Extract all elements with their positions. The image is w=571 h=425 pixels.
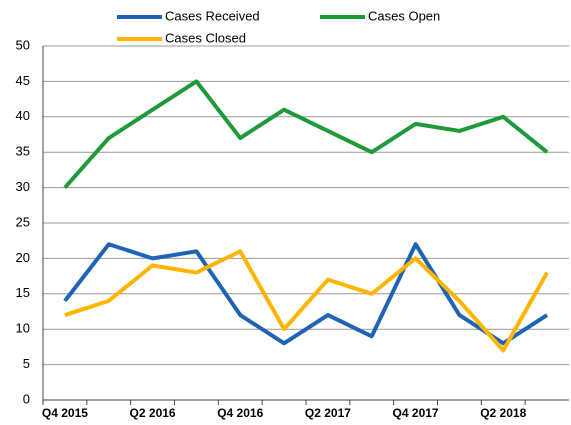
y-tick-label: 40 (16, 108, 30, 123)
series-line (63, 242, 549, 346)
legend-label: Cases Received (165, 8, 260, 23)
x-tick-label: Q4 2015 (42, 406, 88, 420)
legend-label: Cases Open (368, 8, 440, 23)
series-line (63, 79, 549, 189)
x-tick-label: Q4 2016 (217, 406, 263, 420)
x-tick-label: Q2 2018 (480, 406, 526, 420)
y-tick-label: 0 (23, 391, 30, 406)
y-tick-label: 15 (16, 285, 30, 300)
x-tick-label: Q2 2016 (130, 406, 176, 420)
y-tick-label: 45 (16, 73, 30, 88)
x-tick-label: Q4 2017 (393, 406, 439, 420)
y-tick-label: 25 (16, 214, 30, 229)
x-tick-label: Q2 2017 (305, 406, 351, 420)
y-tick-label: 5 (23, 356, 30, 371)
y-tick-label: 50 (16, 37, 30, 52)
series-line (64, 249, 549, 353)
y-tick-label: 30 (16, 179, 30, 194)
y-tick-label: 20 (16, 250, 30, 265)
y-tick-label: 35 (16, 144, 30, 159)
y-tick-label: 10 (16, 321, 30, 336)
legend-label: Cases Closed (165, 30, 246, 45)
